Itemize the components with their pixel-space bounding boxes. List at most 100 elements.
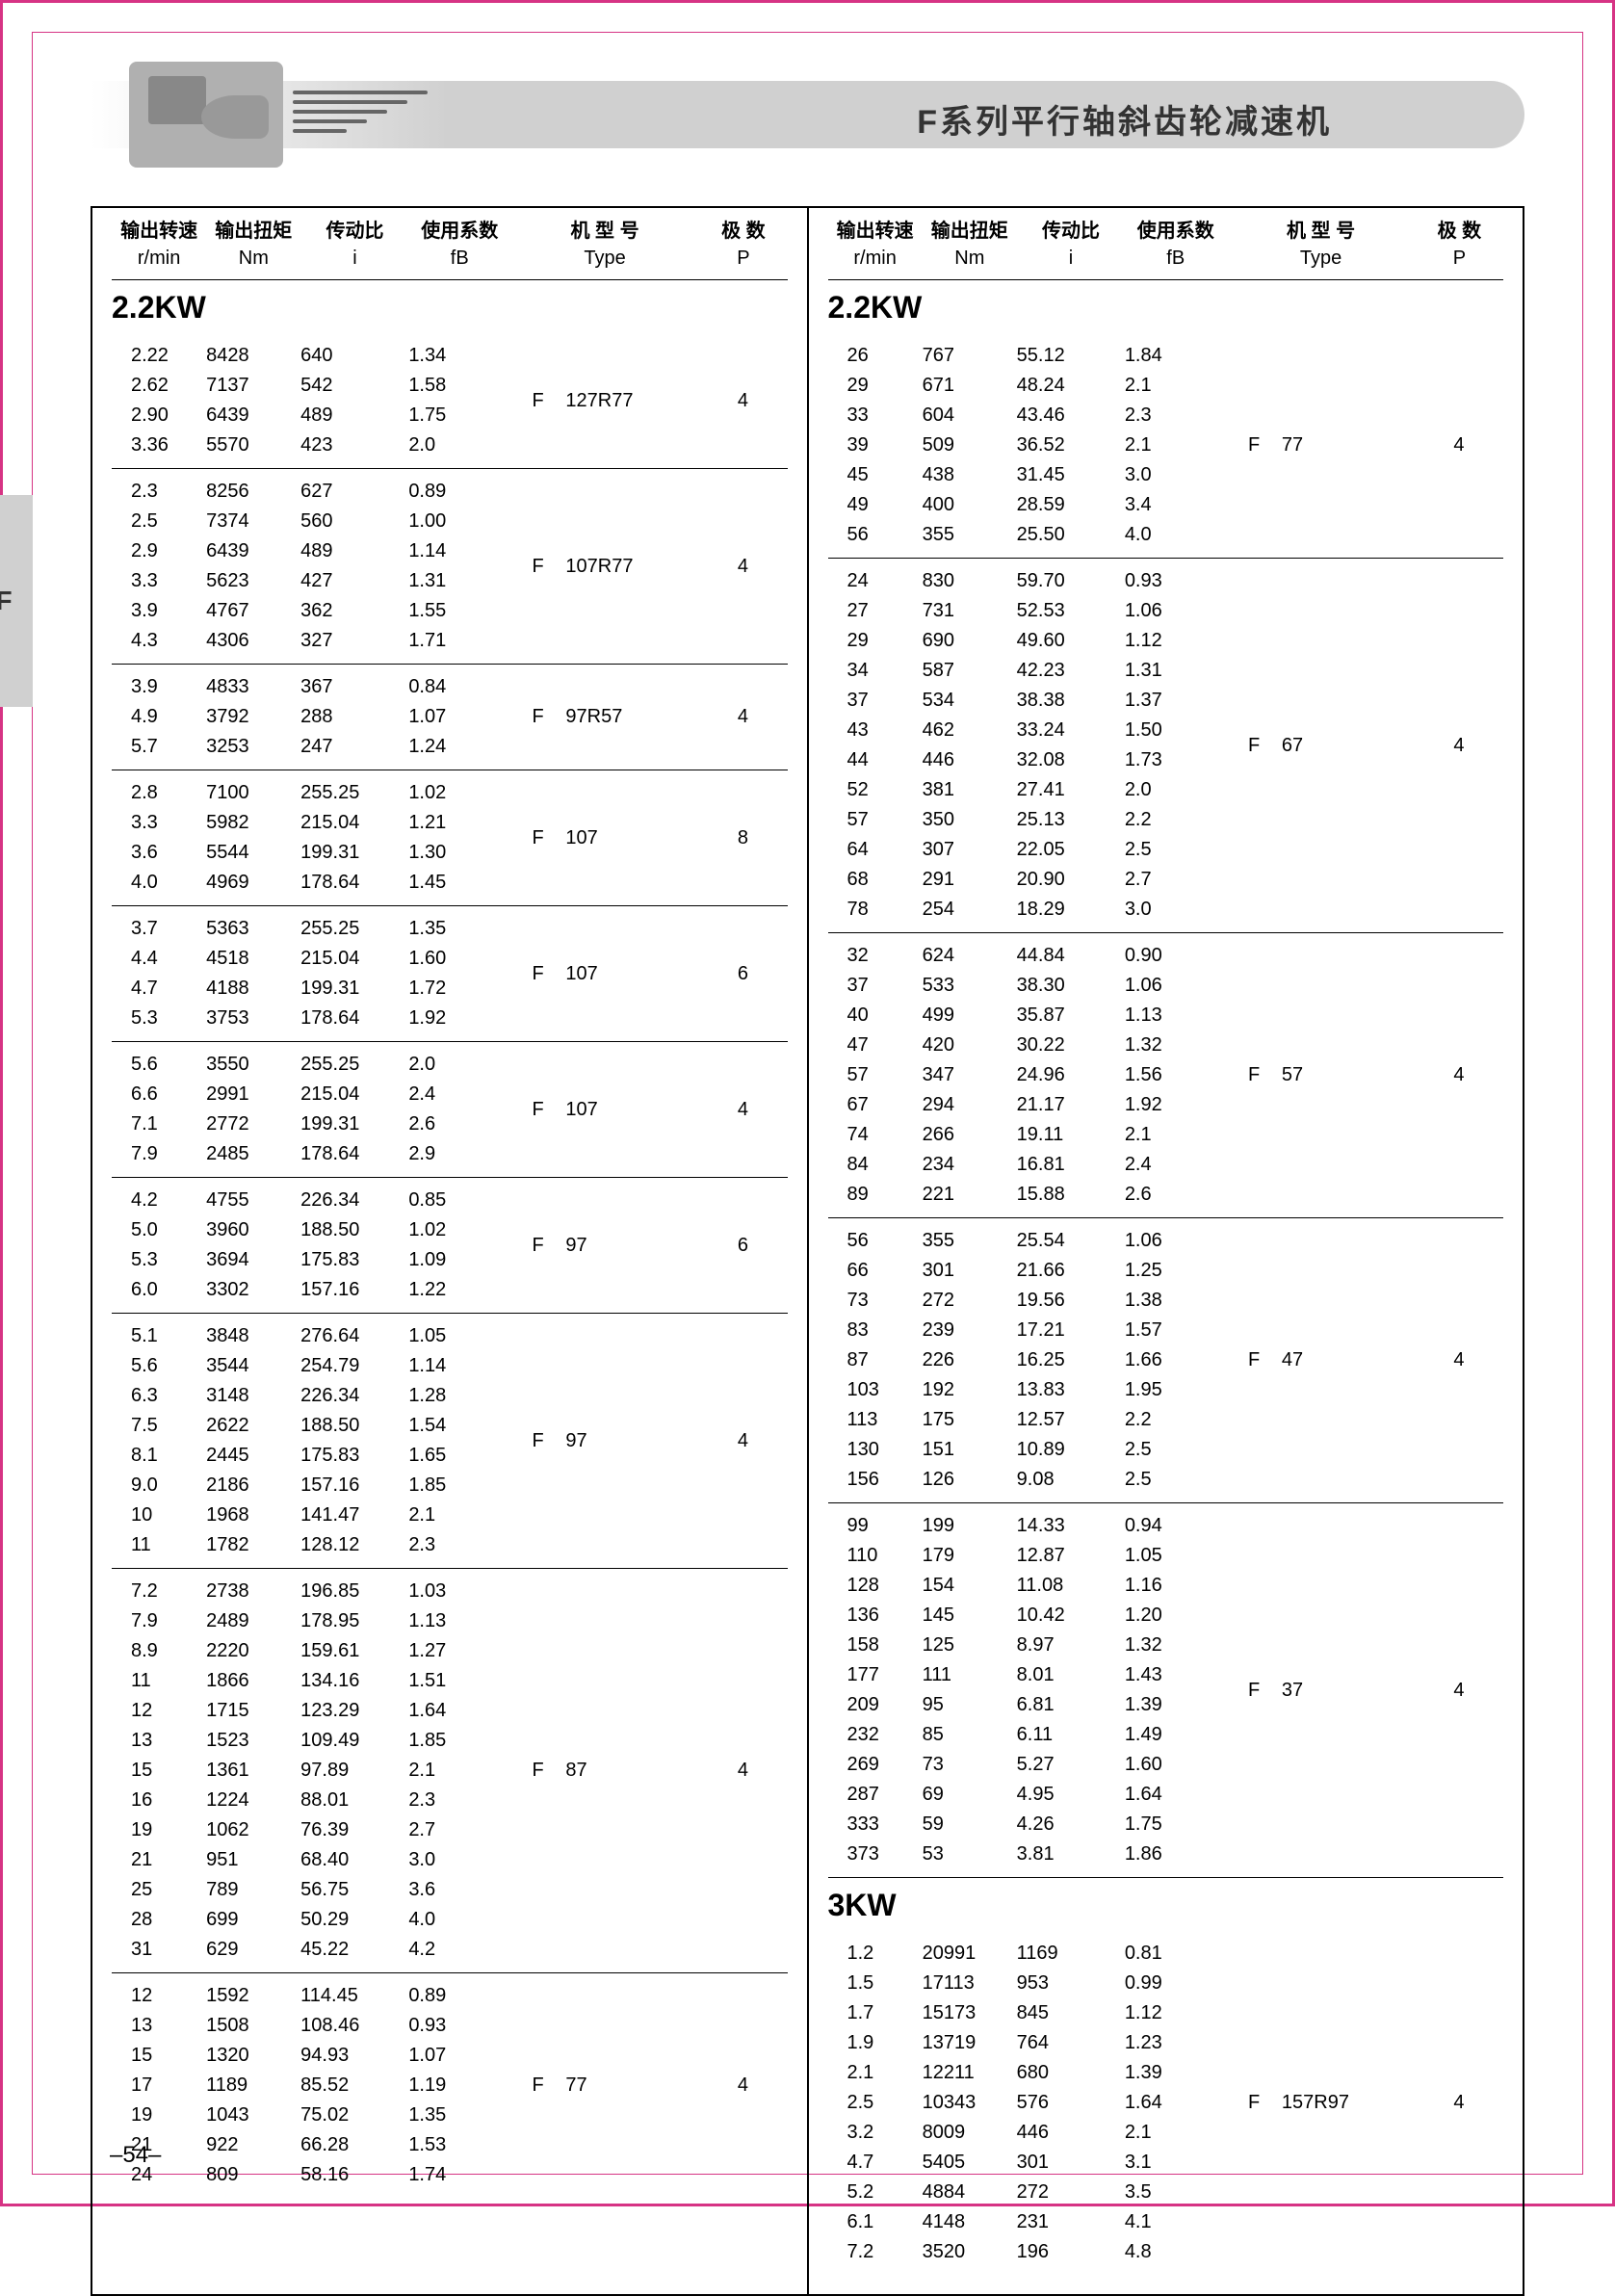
cell: 5.6 bbox=[112, 1351, 206, 1381]
gearbox-motor-icon bbox=[129, 62, 283, 168]
cell: 427 bbox=[300, 566, 408, 596]
cell: 196 bbox=[1017, 2237, 1125, 2267]
cell: 534 bbox=[923, 686, 1017, 716]
cell: 1.23 bbox=[1125, 2028, 1227, 2058]
header-fb-en: fB bbox=[1125, 245, 1226, 272]
cell: 2.3 bbox=[408, 1530, 510, 1560]
table-row: 1.9137197641.23 bbox=[828, 2028, 1227, 2058]
cell: 1866 bbox=[206, 1666, 300, 1696]
cell: 1.00 bbox=[408, 507, 510, 536]
cell: 89 bbox=[828, 1180, 923, 1210]
cell: 32 bbox=[828, 941, 923, 971]
cell: 255.25 bbox=[300, 1050, 408, 1080]
cell: 38.30 bbox=[1017, 971, 1125, 1001]
table-row: 9.02186157.161.85 bbox=[112, 1471, 510, 1500]
cell: 1.30 bbox=[408, 838, 510, 868]
table-row: 6.62991215.042.4 bbox=[112, 1080, 510, 1109]
rows-area: 2.2284286401.342.6271375421.582.90643948… bbox=[112, 341, 510, 460]
cell: 38.38 bbox=[1017, 686, 1125, 716]
cell: 1508 bbox=[206, 2011, 300, 2041]
type-f: F bbox=[1226, 2092, 1282, 2114]
poles: 4 bbox=[1415, 1349, 1503, 1371]
table-row: 5.33694175.831.09 bbox=[112, 1245, 510, 1275]
cell: 2.0 bbox=[408, 430, 510, 460]
type-f: F bbox=[510, 1430, 566, 1452]
type-f: F bbox=[510, 963, 566, 985]
cell: 1.75 bbox=[1125, 1810, 1227, 1839]
cell: 157.16 bbox=[300, 1275, 408, 1305]
cell: 953 bbox=[1017, 1969, 1125, 1998]
cell: 226.34 bbox=[300, 1186, 408, 1215]
poles: 4 bbox=[1415, 1064, 1503, 1086]
table-row: 101968141.472.1 bbox=[112, 1500, 510, 1530]
cell: 809 bbox=[206, 2160, 300, 2190]
type-model: 97 bbox=[565, 1430, 698, 1452]
header-p-cn: 极 数 bbox=[699, 218, 787, 245]
cell: 2.2 bbox=[1125, 805, 1227, 835]
cell: 1.21 bbox=[408, 808, 510, 838]
cell: 11 bbox=[112, 1666, 206, 1696]
cell: 130 bbox=[828, 1435, 923, 1465]
cell: 1.45 bbox=[408, 868, 510, 898]
cell: 3.3 bbox=[112, 566, 206, 596]
table-row: 2.2284286401.34 bbox=[112, 341, 510, 371]
data-block: 5.63550255.252.06.62991215.042.47.127721… bbox=[112, 1042, 788, 1178]
table-row: 13614510.421.20 bbox=[828, 1601, 1227, 1631]
cell: 196.85 bbox=[300, 1577, 408, 1606]
rows-area: 2.87100255.251.023.35982215.041.213.6554… bbox=[112, 778, 510, 898]
cell: 2.3 bbox=[112, 477, 206, 507]
cell: 6.11 bbox=[1017, 1720, 1125, 1750]
data-block: 3.75363255.251.354.44518215.041.604.7418… bbox=[112, 906, 788, 1042]
table-row: 2578956.753.6 bbox=[112, 1875, 510, 1905]
cell: 1.58 bbox=[408, 371, 510, 401]
table-row: 5.33753178.641.92 bbox=[112, 1004, 510, 1033]
cell: 2.2 bbox=[1125, 1405, 1227, 1435]
table-row: 3360443.462.3 bbox=[828, 401, 1227, 430]
table-row: 1561269.082.5 bbox=[828, 1465, 1227, 1495]
cell: 8256 bbox=[206, 477, 300, 507]
cell: 3.0 bbox=[1125, 895, 1227, 925]
cell: 11.08 bbox=[1017, 1571, 1125, 1601]
type-model: 107 bbox=[565, 1099, 698, 1121]
data-block: 2483059.700.932773152.531.062969049.601.… bbox=[828, 559, 1504, 933]
cell: 3520 bbox=[923, 2237, 1017, 2267]
cell: 226 bbox=[923, 1345, 1017, 1375]
cell: 1.32 bbox=[1125, 1031, 1227, 1060]
left-blocks-container: 2.2284286401.342.6271375421.582.90643948… bbox=[112, 333, 788, 2198]
rows-area: 2483059.700.932773152.531.062969049.601.… bbox=[828, 566, 1227, 925]
table-row: 5.732532471.24 bbox=[112, 732, 510, 762]
cell: 97.89 bbox=[300, 1756, 408, 1786]
cell: 1.39 bbox=[1125, 1690, 1227, 1720]
data-block: 5.13848276.641.055.63544254.791.146.3314… bbox=[112, 1314, 788, 1569]
cell: 8.97 bbox=[1017, 1631, 1125, 1660]
cell: 4306 bbox=[206, 626, 300, 656]
cell: 1592 bbox=[206, 1981, 300, 2011]
cell: 6.1 bbox=[828, 2207, 923, 2237]
cell: 1.34 bbox=[408, 341, 510, 371]
rows-area: 7.22738196.851.037.92489178.951.138.9222… bbox=[112, 1577, 510, 1965]
type-meta: F157R974 bbox=[1226, 1939, 1503, 2267]
table-row: 4.937922881.07 bbox=[112, 702, 510, 732]
cell: 2.3 bbox=[1125, 401, 1227, 430]
cell: 6439 bbox=[206, 536, 300, 566]
cell: 1.51 bbox=[408, 1666, 510, 1696]
cell: 49.60 bbox=[1017, 626, 1125, 656]
cell: 1.7 bbox=[828, 1998, 923, 2028]
cell: 7100 bbox=[206, 778, 300, 808]
cell: 17.21 bbox=[1017, 1316, 1125, 1345]
type-meta: F1074 bbox=[510, 1050, 788, 1169]
cell: 84 bbox=[828, 1150, 923, 1180]
cell: 276.64 bbox=[300, 1321, 408, 1351]
group-title-right: 2.2KW bbox=[828, 290, 1504, 326]
cell: 192 bbox=[923, 1375, 1017, 1405]
cell: 2622 bbox=[206, 1411, 300, 1441]
cell: 5.6 bbox=[112, 1050, 206, 1080]
cell: 3.36 bbox=[112, 430, 206, 460]
cell: 5.7 bbox=[112, 732, 206, 762]
data-block: 2.87100255.251.023.35982215.041.213.6554… bbox=[112, 770, 788, 906]
cell: 301 bbox=[1017, 2148, 1125, 2178]
cell: 1.64 bbox=[408, 1696, 510, 1726]
cell: 1.60 bbox=[408, 944, 510, 974]
table-row: 12815411.081.16 bbox=[828, 1571, 1227, 1601]
cell: 291 bbox=[923, 865, 1017, 895]
